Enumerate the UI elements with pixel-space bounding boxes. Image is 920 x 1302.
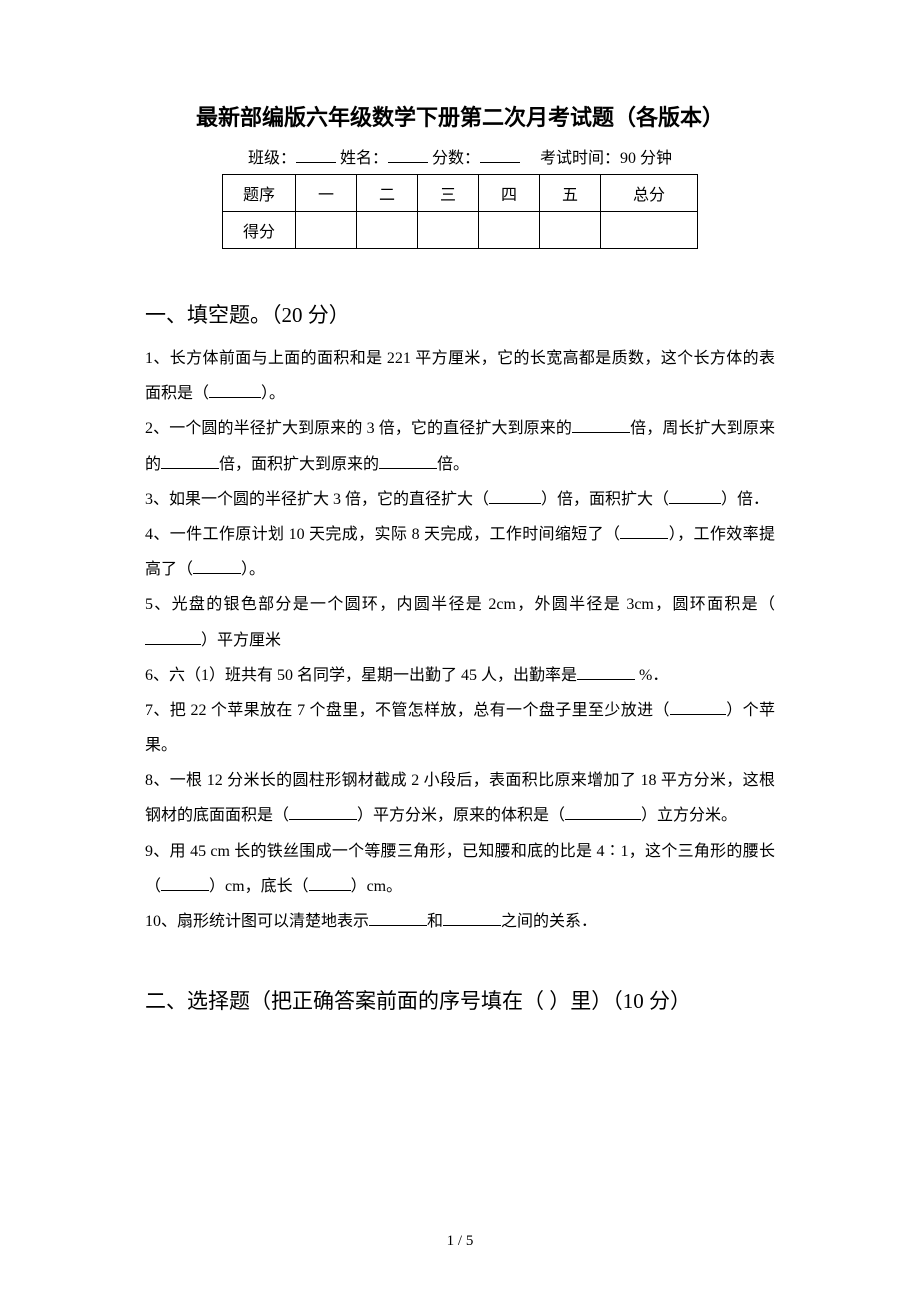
questions-container: 1、长方体前面与上面的面积和是 221 平方厘米，它的长宽高都是质数，这个长方体… — [145, 341, 775, 939]
class-label: 班级： — [248, 150, 296, 167]
question: 7、把 22 个苹果放在 7 个盘里，不管怎样放，总有一个盘子里至少放进（）个苹… — [145, 693, 775, 763]
section1-header: 一、填空题。（20 分） — [145, 299, 775, 329]
question: 9、用 45 cm 长的铁丝围成一个等腰三角形，已知腰和底的比是 4∶1，这个三… — [145, 834, 775, 904]
answer-blank — [309, 876, 351, 891]
question: 10、扇形统计图可以清楚地表示和之间的关系． — [145, 904, 775, 939]
table-score-cell: 得分 — [223, 212, 296, 249]
name-label: 姓名： — [340, 150, 388, 167]
question: 5、光盘的银色部分是一个圆环，内圆半径是 2cm，外圆半径是 3cm，圆环面积是… — [145, 587, 775, 657]
answer-blank — [379, 454, 437, 469]
question: 6、六（1）班共有 50 名同学，星期一出勤了 45 人，出勤率是 %． — [145, 658, 775, 693]
page-number: 1 / 5 — [0, 1233, 920, 1250]
question: 8、一根 12 分米长的圆柱形钢材截成 2 小段后，表面积比原来增加了 18 平… — [145, 763, 775, 833]
score-table: 题序一二三四五总分 得分 — [222, 174, 698, 249]
score-blank — [480, 146, 520, 163]
table-header-cell: 五 — [540, 175, 601, 212]
section2-header: 二、选择题（把正确答案前面的序号填在（ ）里）（10 分） — [145, 985, 775, 1015]
table-score-cell — [601, 212, 698, 249]
table-score-cell — [479, 212, 540, 249]
table-score-cell — [540, 212, 601, 249]
answer-blank — [289, 805, 357, 820]
answer-blank — [565, 805, 641, 820]
meta-line: 班级： 姓名： 分数： 考试时间：90 分钟 — [145, 144, 775, 168]
answer-blank — [620, 524, 668, 539]
class-blank — [296, 146, 336, 163]
answer-blank — [577, 665, 635, 680]
question: 4、一件工作原计划 10 天完成，实际 8 天完成，工作时间缩短了（），工作效率… — [145, 517, 775, 587]
table-score-row: 得分 — [223, 212, 698, 249]
name-blank — [388, 146, 428, 163]
answer-blank — [443, 911, 501, 926]
question: 3、如果一个圆的半径扩大 3 倍，它的直径扩大（）倍，面积扩大（）倍． — [145, 482, 775, 517]
table-header-cell: 一 — [296, 175, 357, 212]
table-score-cell — [296, 212, 357, 249]
answer-blank — [489, 489, 541, 504]
table-header-cell: 题序 — [223, 175, 296, 212]
time-label: 考试时间：90 分钟 — [540, 150, 672, 167]
question: 1、长方体前面与上面的面积和是 221 平方厘米，它的长宽高都是质数，这个长方体… — [145, 341, 775, 411]
answer-blank — [669, 489, 721, 504]
table-score-cell — [418, 212, 479, 249]
table-score-cell — [357, 212, 418, 249]
table-header-row: 题序一二三四五总分 — [223, 175, 698, 212]
answer-blank — [161, 876, 209, 891]
question: 2、一个圆的半径扩大到原来的 3 倍，它的直径扩大到原来的倍，周长扩大到原来的倍… — [145, 411, 775, 481]
score-label: 分数： — [432, 150, 480, 167]
answer-blank — [161, 454, 219, 469]
answer-blank — [572, 418, 630, 433]
table-header-cell: 四 — [479, 175, 540, 212]
answer-blank — [369, 911, 427, 926]
answer-blank — [145, 630, 201, 645]
answer-blank — [209, 383, 261, 398]
exam-page: 最新部编版六年级数学下册第二次月考试题（各版本） 班级： 姓名： 分数： 考试时… — [0, 0, 920, 1302]
table-header-cell: 三 — [418, 175, 479, 212]
answer-blank — [193, 559, 241, 574]
table-header-cell: 总分 — [601, 175, 698, 212]
page-title: 最新部编版六年级数学下册第二次月考试题（各版本） — [145, 100, 775, 132]
table-header-cell: 二 — [357, 175, 418, 212]
answer-blank — [670, 700, 726, 715]
